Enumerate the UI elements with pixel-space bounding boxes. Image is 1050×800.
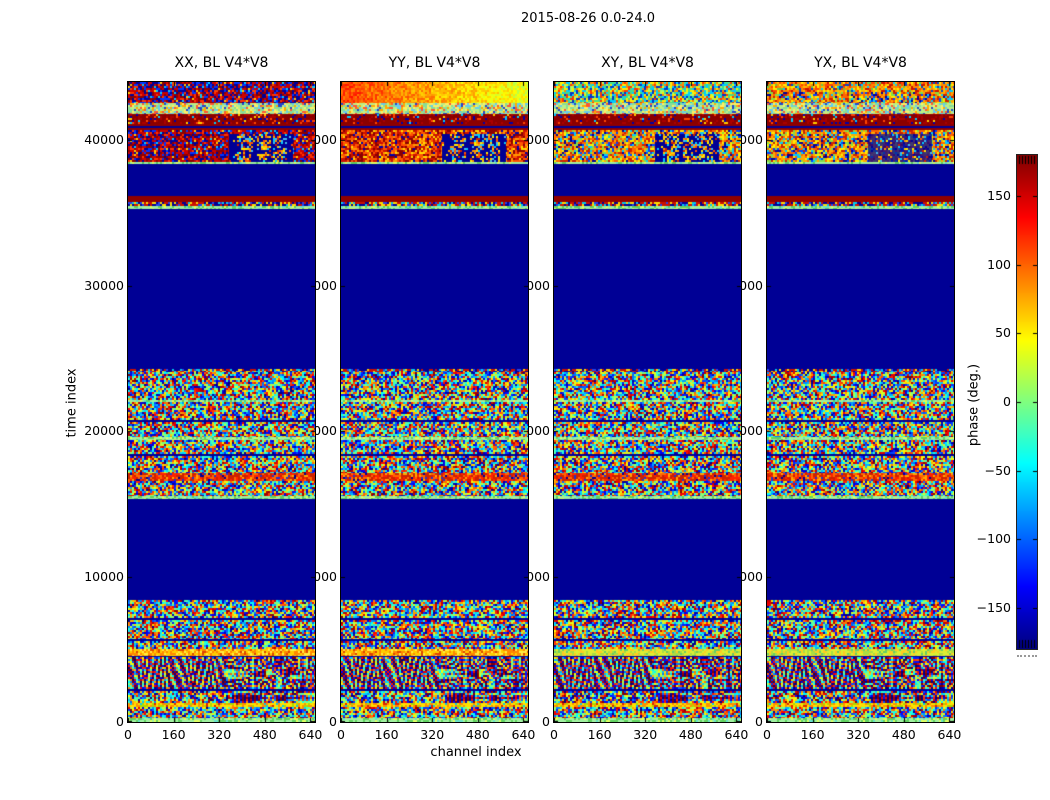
x-tick-label: 0 [337, 727, 345, 742]
heatmap-canvas-yy [341, 82, 528, 722]
x-tick-label: 640 [298, 727, 323, 742]
y-tick-label: 30000 [84, 277, 124, 293]
colorbar-tick-label: 0 [1003, 394, 1011, 409]
x-tick-label: 0 [763, 727, 771, 742]
x-axis-label: channel index [430, 745, 522, 760]
x-tick-label: 320 [207, 727, 232, 742]
heatmap-canvas-xx [128, 82, 315, 722]
x-tick-label: 640 [511, 727, 536, 742]
colorbar-tick-label: 150 [987, 188, 1011, 204]
x-tick-label: 160 [374, 727, 399, 742]
x-tick-label: 480 [465, 727, 490, 742]
x-tick-label: 160 [800, 727, 825, 742]
y-tick-label: 0 [542, 714, 550, 729]
panel-title-xx: XX, BL V4*V8 [174, 55, 269, 71]
colorbar-tick-label: 100 [987, 256, 1011, 272]
y-tick-label: 0 [116, 714, 124, 729]
x-tick-label: 320 [846, 727, 871, 742]
x-tick-label: 320 [633, 727, 658, 742]
x-tick-label: 160 [161, 727, 186, 742]
x-tick-label: 480 [678, 727, 703, 742]
panel-title-xy: XY, BL V4*V8 [601, 55, 694, 71]
colorbar-tick-label: −150 [976, 599, 1011, 615]
x-tick-label: 480 [891, 727, 916, 742]
figure-title: 2015-08-26 0.0-24.0 [521, 11, 655, 26]
colorbar-gradient [1016, 154, 1038, 650]
heatmap-panel-xx [127, 81, 316, 723]
y-tick-label: 20000 [84, 423, 124, 439]
x-tick-label: 0 [550, 727, 558, 742]
colorbar-extend-dots [1017, 655, 1037, 657]
colorbar-tick-label: −100 [976, 531, 1011, 547]
y-axis-label: time index [64, 368, 80, 438]
x-tick-label: 480 [252, 727, 277, 742]
x-tick-label: 160 [587, 727, 612, 742]
heatmap-canvas-yx [767, 82, 954, 722]
x-tick-label: 320 [420, 727, 445, 742]
x-tick-label: 640 [724, 727, 749, 742]
colorbar-canvas [1017, 155, 1037, 649]
y-tick-label: 0 [755, 714, 763, 729]
colorbar-label: phase (deg.) [966, 363, 982, 447]
colorbar-tick-label: 50 [995, 325, 1011, 341]
y-tick-label: 10000 [84, 568, 124, 584]
heatmap-panel-xy [553, 81, 742, 723]
y-tick-label: 0 [329, 714, 337, 729]
panel-title-yy: YY, BL V4*V8 [388, 55, 481, 71]
x-tick-label: 640 [937, 727, 962, 742]
colorbar-tick-label: −50 [984, 462, 1011, 478]
y-tick-label: 40000 [84, 132, 124, 148]
panel-title-yx: YX, BL V4*V8 [814, 55, 907, 71]
x-tick-label: 0 [124, 727, 132, 742]
heatmap-canvas-xy [554, 82, 741, 722]
heatmap-panel-yx [766, 81, 955, 723]
heatmap-panel-yy [340, 81, 529, 723]
